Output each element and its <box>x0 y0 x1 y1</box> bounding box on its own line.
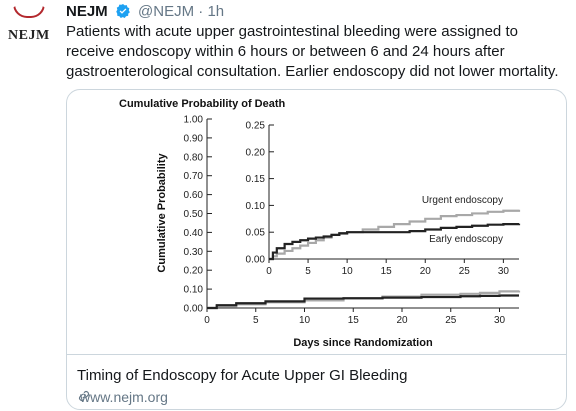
main-y-tick-label: 0.90 <box>184 133 204 144</box>
main-series-early-line <box>207 294 519 310</box>
main-x-tick-label: 15 <box>348 315 360 326</box>
tweet-header: NEJM @NEJM · 1h <box>66 2 224 25</box>
inset-series-early-line <box>269 223 521 261</box>
y-axis-label: Cumulative Probability <box>156 153 168 273</box>
main-y-tick-label: 0.00 <box>184 304 204 315</box>
main-y-tick-label: 0.80 <box>184 152 204 163</box>
tweet-text: Patients with acute upper gastrointestin… <box>66 23 559 80</box>
series-label-urgent: Urgent endoscopy <box>422 195 503 206</box>
inset-y-tick-label: 0.25 <box>246 121 266 132</box>
main-y-tick-label: 0.60 <box>184 190 204 201</box>
inset-x-tick-label: 15 <box>381 266 393 277</box>
main-x-tick-label: 5 <box>253 315 259 326</box>
chart-title: Cumulative Probability of Death <box>119 98 286 110</box>
card-divider <box>67 354 566 355</box>
main-series-urgent-line <box>207 290 521 310</box>
card-url-text: www.nejm.org <box>80 389 168 405</box>
verified-badge-icon <box>115 3 131 25</box>
card-title[interactable]: Timing of Endoscopy for Acute Upper GI B… <box>77 367 408 384</box>
main-y-tick-label: 0.30 <box>184 247 204 258</box>
main-y-tick-label: 0.50 <box>184 209 204 220</box>
display-name[interactable]: NEJM <box>66 3 108 20</box>
link-card[interactable]: Cumulative Probability of Death 0.00 0.10 0… <box>66 89 567 410</box>
inset-x-tick-label: 20 <box>420 266 432 277</box>
inset-y-tick-label: 0.15 <box>246 174 266 185</box>
handle[interactable]: @NEJM <box>138 3 195 20</box>
card-url[interactable]: www.nejm.org <box>77 389 168 405</box>
main-y-tick-label: 0.20 <box>184 266 204 277</box>
timestamp[interactable]: 1h <box>207 3 225 20</box>
main-x-tick-label: 25 <box>445 315 457 326</box>
main-y-tick-label: 0.40 <box>184 228 204 239</box>
series-label-early: Early endoscopy <box>429 234 503 245</box>
main-y-tick-label: 1.00 <box>184 115 204 126</box>
inset-x-tick-label: 0 <box>266 266 272 277</box>
main-x-tick-label: 0 <box>204 315 210 326</box>
main-x-tick-label: 30 <box>494 315 506 326</box>
main-x-tick-label: 20 <box>396 315 408 326</box>
main-y-tick-label: 0.10 <box>184 285 204 296</box>
avatar-logo: NEJM <box>8 28 50 43</box>
inset-y-tick-label: 0.20 <box>246 147 266 158</box>
inset-y-tick-label: 0.00 <box>246 255 266 266</box>
main-y-tick-label: 0.70 <box>184 171 204 182</box>
separator-dot: · <box>198 3 204 20</box>
inset-x-tick-label: 30 <box>498 266 510 277</box>
avatar[interactable]: NEJM <box>4 2 54 52</box>
logo-seal-icon <box>13 2 45 18</box>
figure: Cumulative Probability of Death 0.00 0.10 0… <box>119 98 521 349</box>
inset-x-tick-label: 5 <box>305 266 311 277</box>
inset-x-tick-label: 25 <box>459 266 471 277</box>
inset-y-tick-label: 0.05 <box>246 228 266 239</box>
inset-y-tick-label: 0.10 <box>246 201 266 212</box>
x-axis-label: Days since Randomization <box>293 337 433 349</box>
main-x-tick-label: 10 <box>299 315 311 326</box>
inset-x-tick-label: 10 <box>342 266 354 277</box>
